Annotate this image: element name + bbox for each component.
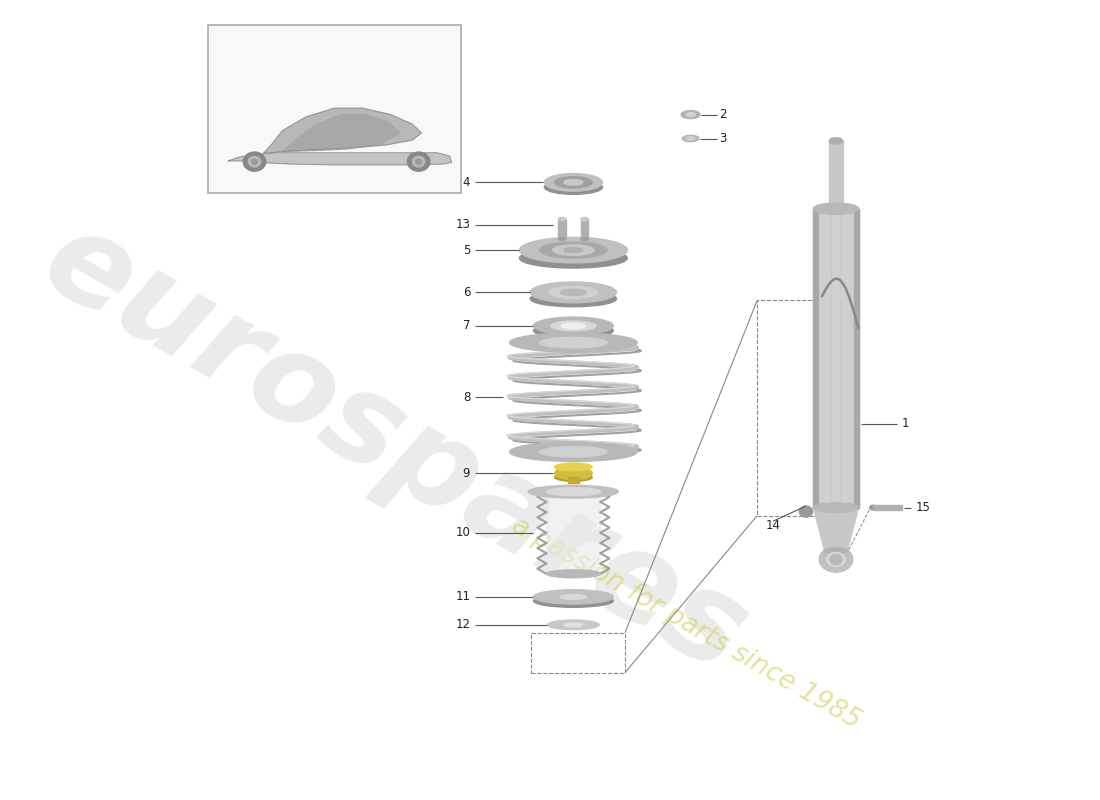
Ellipse shape xyxy=(534,594,613,607)
Ellipse shape xyxy=(547,488,601,496)
Ellipse shape xyxy=(820,546,852,572)
Ellipse shape xyxy=(870,506,878,510)
Bar xyxy=(814,209,818,508)
Polygon shape xyxy=(283,114,400,151)
Polygon shape xyxy=(264,108,421,153)
Ellipse shape xyxy=(528,486,618,498)
Ellipse shape xyxy=(554,177,592,188)
Ellipse shape xyxy=(540,338,607,348)
Ellipse shape xyxy=(560,594,586,599)
Ellipse shape xyxy=(682,135,700,142)
Ellipse shape xyxy=(825,548,847,554)
Text: 7: 7 xyxy=(463,319,470,332)
Text: 14: 14 xyxy=(766,519,781,533)
Ellipse shape xyxy=(534,323,613,338)
Ellipse shape xyxy=(559,238,565,241)
Bar xyxy=(531,633,625,673)
Ellipse shape xyxy=(540,242,607,258)
Ellipse shape xyxy=(547,570,601,578)
Ellipse shape xyxy=(814,503,858,513)
Polygon shape xyxy=(228,153,451,165)
Bar xyxy=(814,209,858,508)
Ellipse shape xyxy=(560,289,586,295)
Text: 10: 10 xyxy=(455,526,470,539)
Bar xyxy=(559,219,565,239)
Bar xyxy=(208,26,461,193)
Circle shape xyxy=(407,152,430,171)
Text: 3: 3 xyxy=(718,132,726,145)
Ellipse shape xyxy=(581,218,589,221)
Circle shape xyxy=(243,152,266,171)
Ellipse shape xyxy=(509,333,637,352)
Text: 2: 2 xyxy=(718,108,726,121)
Ellipse shape xyxy=(564,179,583,185)
Ellipse shape xyxy=(552,245,594,255)
Text: 1: 1 xyxy=(902,418,910,430)
Text: 13: 13 xyxy=(455,218,470,231)
Text: 11: 11 xyxy=(455,590,470,603)
Ellipse shape xyxy=(559,218,565,221)
Bar xyxy=(568,477,579,483)
Ellipse shape xyxy=(561,323,585,329)
Ellipse shape xyxy=(681,110,700,118)
Bar xyxy=(854,209,858,508)
Text: 15: 15 xyxy=(915,501,931,514)
Text: a passion for parts since 1985: a passion for parts since 1985 xyxy=(507,512,865,734)
Ellipse shape xyxy=(534,317,613,334)
Ellipse shape xyxy=(534,590,613,604)
Bar xyxy=(547,492,601,574)
Ellipse shape xyxy=(554,463,592,471)
Ellipse shape xyxy=(509,442,637,462)
Bar xyxy=(757,300,856,515)
Bar xyxy=(829,141,843,209)
Text: eurospares: eurospares xyxy=(23,198,768,698)
Ellipse shape xyxy=(519,238,627,263)
Text: 6: 6 xyxy=(463,286,470,299)
Ellipse shape xyxy=(519,248,627,268)
Bar xyxy=(581,219,589,239)
Circle shape xyxy=(829,554,843,565)
Ellipse shape xyxy=(814,203,858,214)
Ellipse shape xyxy=(544,174,603,191)
Ellipse shape xyxy=(530,282,616,302)
Ellipse shape xyxy=(827,553,845,566)
Ellipse shape xyxy=(829,138,843,144)
Circle shape xyxy=(252,159,257,164)
Ellipse shape xyxy=(829,206,843,212)
Circle shape xyxy=(249,156,261,167)
Ellipse shape xyxy=(549,286,597,298)
Circle shape xyxy=(800,506,813,517)
Circle shape xyxy=(416,159,421,164)
Ellipse shape xyxy=(530,290,616,306)
Ellipse shape xyxy=(554,474,592,482)
Ellipse shape xyxy=(564,248,583,253)
Polygon shape xyxy=(814,508,858,551)
Text: 9: 9 xyxy=(463,467,470,480)
Ellipse shape xyxy=(540,446,607,457)
Ellipse shape xyxy=(554,467,592,480)
Ellipse shape xyxy=(686,137,694,140)
Ellipse shape xyxy=(544,180,603,194)
Text: 12: 12 xyxy=(455,618,470,631)
Text: 5: 5 xyxy=(463,244,470,257)
Text: 8: 8 xyxy=(463,390,470,404)
Ellipse shape xyxy=(551,321,596,330)
Ellipse shape xyxy=(686,113,695,117)
Text: 4: 4 xyxy=(463,176,470,189)
Ellipse shape xyxy=(548,620,600,630)
Bar xyxy=(873,506,902,510)
Ellipse shape xyxy=(581,238,589,241)
Ellipse shape xyxy=(564,623,583,627)
Ellipse shape xyxy=(814,504,858,512)
Circle shape xyxy=(412,156,425,167)
